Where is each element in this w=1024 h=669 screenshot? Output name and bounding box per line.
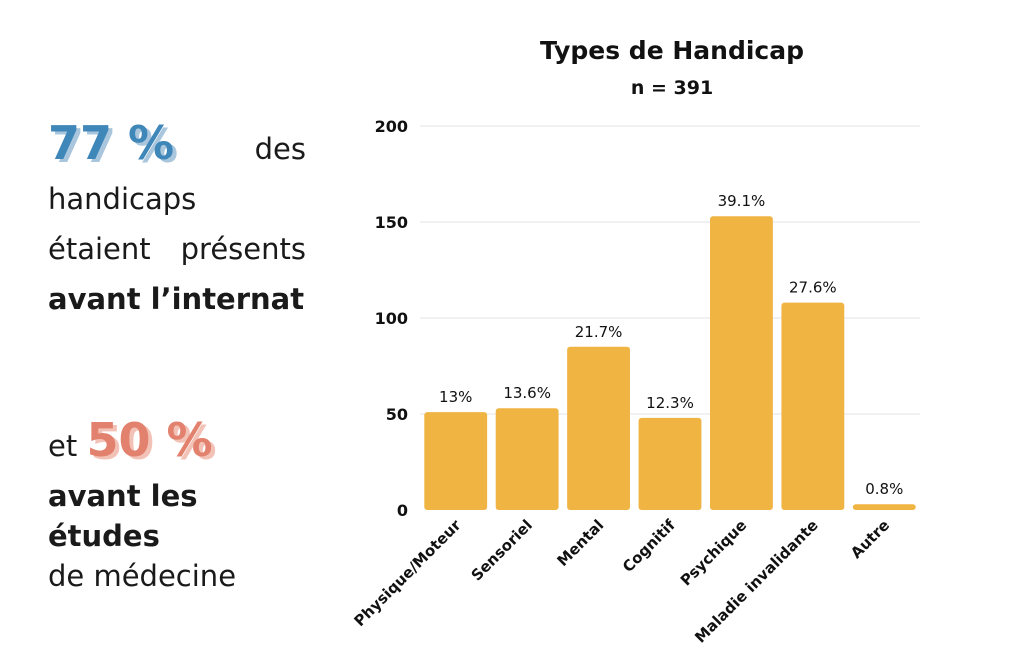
stat2-value: 50 %: [86, 413, 213, 467]
bar: [567, 346, 630, 510]
stats-text: 77 % des handicaps étaient présents avan…: [48, 118, 306, 324]
stat2-prefix: et: [48, 429, 78, 463]
stat1-text-presents: présents: [180, 232, 306, 266]
data-label: 13.6%: [503, 384, 551, 402]
bars: [424, 216, 916, 511]
bar: [852, 504, 916, 510]
stat1-line4: avant l’internat: [48, 274, 306, 324]
stat1-value: 77 %: [48, 116, 175, 170]
stat1-line2: handicaps: [48, 174, 306, 224]
y-axis: 0 50 100 150 200: [375, 117, 408, 520]
chart-subtitle: n = 391: [631, 77, 713, 99]
data-label: 39.1%: [718, 192, 766, 210]
x-tick-label: Sensoriel: [468, 516, 536, 584]
stat1-line3: étaient présents: [48, 224, 306, 274]
stat1-line1: 77 % des: [48, 118, 306, 174]
stat2-line1: et 50 %: [48, 410, 306, 476]
bar: [495, 408, 559, 510]
stat2-line2: avant les études: [48, 476, 306, 556]
x-axis: Physique/Moteur Sensoriel Mental CognitifPs…: [351, 516, 894, 647]
stat1-text-internat: avant l’internat: [48, 282, 305, 316]
y-tick-label: 50: [386, 405, 408, 424]
data-label: 13%: [439, 388, 472, 406]
y-tick-label: 150: [375, 213, 408, 232]
data-label: 12.3%: [646, 394, 694, 412]
stats-text-2: et 50 % avant les études de médecine: [48, 410, 306, 596]
data-label: 27.6%: [789, 279, 837, 297]
x-tick-label: Autre: [847, 516, 893, 562]
data-label: 21.7%: [575, 323, 623, 341]
bar: [781, 302, 845, 510]
data-label: 0.8%: [865, 480, 903, 498]
x-tick-label: Psychique: [677, 516, 750, 589]
y-tick-label: 0: [397, 501, 408, 520]
stat1-text-etaient: étaient: [48, 232, 151, 266]
y-tick-label: 200: [375, 117, 408, 136]
x-tick-label: Mental: [554, 516, 608, 570]
chart-title: Types de Handicap: [540, 36, 804, 65]
stat1-text-handicaps: handicaps: [48, 182, 197, 216]
data-labels: 13% 13.6% 21.7% 12.3% 39.1% 27.6% 0.8%: [439, 192, 903, 498]
stat2-text-medecine: de médecine: [48, 559, 237, 593]
stat1-word: des: [254, 132, 306, 166]
bar: [424, 412, 488, 510]
y-tick-label: 100: [375, 309, 408, 328]
x-tick-label: Cognitif: [619, 516, 679, 576]
stat2-line3: de médecine: [48, 556, 306, 596]
bar: [638, 417, 702, 510]
stat2-text-etudes: avant les études: [48, 479, 198, 553]
bar: [710, 216, 773, 511]
x-tick-label: Physique/Moteur: [351, 516, 465, 630]
x-tick-label: Maladie invalidante: [691, 516, 821, 646]
grid-lines: [420, 125, 920, 415]
